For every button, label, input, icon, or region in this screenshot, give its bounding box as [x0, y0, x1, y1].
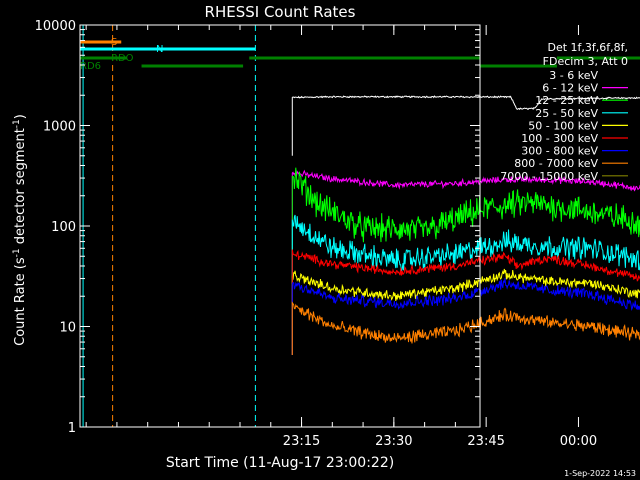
- y-tick-label: 10000: [35, 19, 76, 34]
- chart-title: RHESSI Count Rates: [205, 3, 356, 21]
- legend-entry-label: 100 - 300 keV: [521, 132, 598, 145]
- series-line: [291, 278, 640, 355]
- y-tick-label: 1: [68, 421, 76, 436]
- timestamp: 1-Sep-2022 14:53: [564, 469, 636, 478]
- legend-entry-label: 300 - 800 keV: [521, 145, 598, 158]
- legend-entry-label: 6 - 12 keV: [542, 82, 598, 95]
- series-line: [291, 249, 640, 355]
- legend-entry-label: 7000 - 15000 keV: [500, 170, 598, 183]
- series-line: [291, 268, 640, 355]
- legend-entry-label: 3 - 6 keV: [549, 69, 598, 82]
- flag-label: S: [111, 37, 117, 48]
- flag-label: RD6: [80, 61, 101, 72]
- legend-entry-label: 25 - 50 keV: [535, 107, 598, 120]
- y-tick-label: 10: [59, 321, 76, 336]
- legend: Det 1f,3f,6f,8f,FDecim 3, Att 03 - 6 keV…: [500, 41, 628, 183]
- legend-entry-label: 12 - 25 keV: [535, 94, 598, 107]
- x-tick-label: 23:15: [283, 434, 320, 449]
- flag-label: RDO: [111, 53, 134, 64]
- x-tick-label: 23:30: [375, 434, 412, 449]
- series-line: [291, 169, 640, 355]
- series-line: [291, 167, 640, 355]
- series-layer: [291, 95, 640, 355]
- series-line: [291, 214, 640, 355]
- flag-label: N: [156, 44, 163, 55]
- legend-entry-label: 800 - 7000 keV: [514, 157, 598, 170]
- y-tick-label: 100: [51, 220, 76, 235]
- series-line: [291, 95, 640, 156]
- x-tick-label: 00:00: [560, 434, 597, 449]
- axes: 11010010001000023:1523:3023:4500:0000:15…: [35, 19, 598, 449]
- legend-header: Det 1f,3f,6f,8f,: [547, 41, 628, 54]
- x-axis-label: Start Time (11-Aug-17 23:00:22): [166, 455, 394, 471]
- y-tick-label: 1000: [43, 120, 76, 135]
- x-tick-label: 23:45: [467, 434, 504, 449]
- y-axis-label: Count Rate (s-1 detector segment-1): [12, 114, 28, 346]
- legend-entry-label: 50 - 100 keV: [528, 119, 598, 132]
- flag-bars: S N RDO RD6: [80, 25, 640, 427]
- legend-header: FDecim 3, Att 0: [543, 55, 628, 68]
